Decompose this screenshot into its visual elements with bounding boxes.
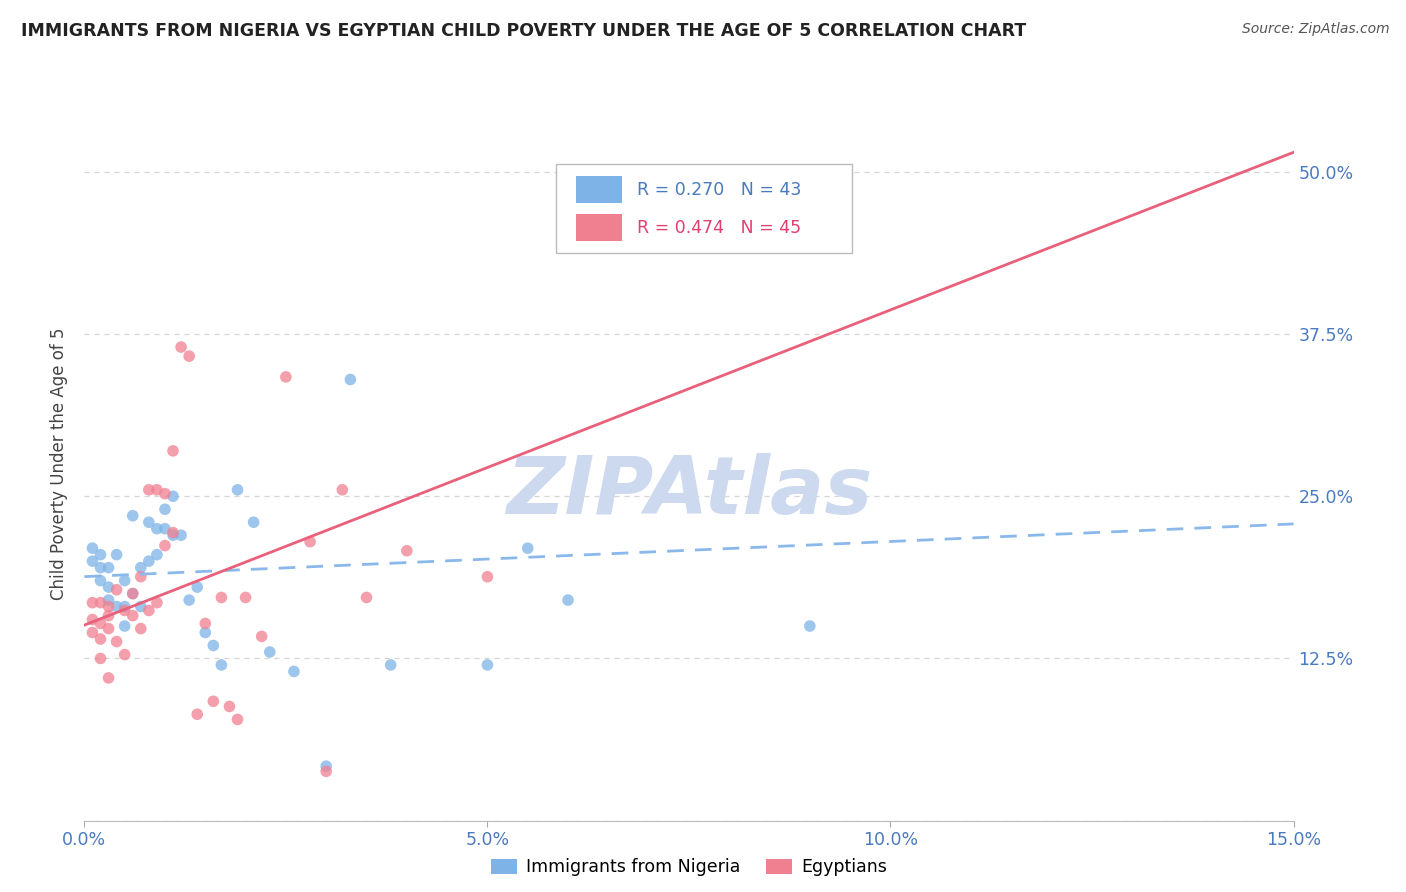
Point bbox=[250, 629, 273, 643]
Point bbox=[114, 603, 136, 617]
Point bbox=[105, 634, 128, 648]
Point bbox=[138, 515, 160, 529]
FancyBboxPatch shape bbox=[555, 164, 852, 253]
Point bbox=[186, 580, 208, 594]
Point bbox=[235, 591, 257, 605]
Point bbox=[179, 593, 201, 607]
Point bbox=[274, 370, 297, 384]
Point bbox=[129, 570, 152, 584]
Point bbox=[330, 483, 353, 497]
FancyBboxPatch shape bbox=[576, 214, 623, 241]
Point bbox=[89, 616, 111, 631]
FancyBboxPatch shape bbox=[576, 177, 623, 203]
Point bbox=[299, 534, 322, 549]
Point bbox=[89, 596, 111, 610]
Point bbox=[146, 596, 169, 610]
Point bbox=[105, 548, 128, 562]
Point bbox=[82, 625, 104, 640]
Point bbox=[82, 554, 104, 568]
Point bbox=[114, 648, 136, 662]
Y-axis label: Child Poverty Under the Age of 5: Child Poverty Under the Age of 5 bbox=[51, 327, 69, 600]
Point bbox=[162, 489, 184, 503]
Point bbox=[395, 543, 418, 558]
Point bbox=[153, 539, 176, 553]
Point bbox=[129, 560, 152, 574]
Text: ZIPAtlas: ZIPAtlas bbox=[506, 453, 872, 532]
Point bbox=[162, 443, 184, 458]
Point bbox=[380, 657, 402, 672]
Point bbox=[146, 548, 169, 562]
Point bbox=[339, 372, 361, 386]
Point bbox=[179, 349, 201, 363]
Point bbox=[315, 764, 337, 779]
Point bbox=[598, 217, 620, 231]
Point bbox=[186, 707, 208, 722]
Point bbox=[153, 486, 176, 500]
Point bbox=[82, 613, 104, 627]
Point bbox=[89, 574, 111, 588]
Point bbox=[202, 639, 225, 653]
Point bbox=[242, 515, 264, 529]
Point bbox=[315, 759, 337, 773]
Point bbox=[97, 671, 120, 685]
Point bbox=[89, 548, 111, 562]
Point bbox=[226, 713, 249, 727]
Point bbox=[170, 528, 193, 542]
Point bbox=[114, 574, 136, 588]
Point bbox=[129, 599, 152, 614]
Point bbox=[129, 622, 152, 636]
Point bbox=[202, 694, 225, 708]
Point bbox=[138, 603, 160, 617]
Point bbox=[89, 651, 111, 665]
Point bbox=[153, 502, 176, 516]
Point bbox=[89, 632, 111, 646]
Point bbox=[114, 599, 136, 614]
Point bbox=[121, 586, 143, 600]
Point bbox=[799, 171, 821, 186]
Point bbox=[209, 591, 232, 605]
Point bbox=[82, 541, 104, 556]
Point bbox=[799, 619, 821, 633]
Point bbox=[153, 522, 176, 536]
Point bbox=[97, 599, 120, 614]
Point bbox=[105, 599, 128, 614]
Point bbox=[516, 541, 538, 556]
Point bbox=[477, 570, 499, 584]
Point bbox=[356, 591, 378, 605]
Text: R = 0.270   N = 43: R = 0.270 N = 43 bbox=[637, 181, 801, 199]
Point bbox=[97, 622, 120, 636]
Point bbox=[477, 657, 499, 672]
Point bbox=[121, 508, 143, 523]
Text: IMMIGRANTS FROM NIGERIA VS EGYPTIAN CHILD POVERTY UNDER THE AGE OF 5 CORRELATION: IMMIGRANTS FROM NIGERIA VS EGYPTIAN CHIL… bbox=[21, 22, 1026, 40]
Point bbox=[194, 616, 217, 631]
Point bbox=[97, 560, 120, 574]
Point bbox=[105, 582, 128, 597]
Point bbox=[138, 483, 160, 497]
Point bbox=[162, 525, 184, 540]
Legend: Immigrants from Nigeria, Egyptians: Immigrants from Nigeria, Egyptians bbox=[484, 852, 894, 883]
Point bbox=[82, 596, 104, 610]
Point bbox=[146, 522, 169, 536]
Point bbox=[138, 554, 160, 568]
Point bbox=[557, 593, 579, 607]
Point bbox=[97, 608, 120, 623]
Point bbox=[162, 528, 184, 542]
Point bbox=[146, 483, 169, 497]
Text: Source: ZipAtlas.com: Source: ZipAtlas.com bbox=[1241, 22, 1389, 37]
Point bbox=[121, 608, 143, 623]
Text: R = 0.474   N = 45: R = 0.474 N = 45 bbox=[637, 219, 801, 236]
Point bbox=[259, 645, 281, 659]
Point bbox=[283, 665, 305, 679]
Point bbox=[89, 560, 111, 574]
Point bbox=[170, 340, 193, 354]
Point bbox=[218, 699, 240, 714]
Point bbox=[121, 586, 143, 600]
Point bbox=[97, 580, 120, 594]
Point bbox=[226, 483, 249, 497]
Point bbox=[194, 625, 217, 640]
Point bbox=[114, 619, 136, 633]
Point bbox=[97, 593, 120, 607]
Point bbox=[209, 657, 232, 672]
